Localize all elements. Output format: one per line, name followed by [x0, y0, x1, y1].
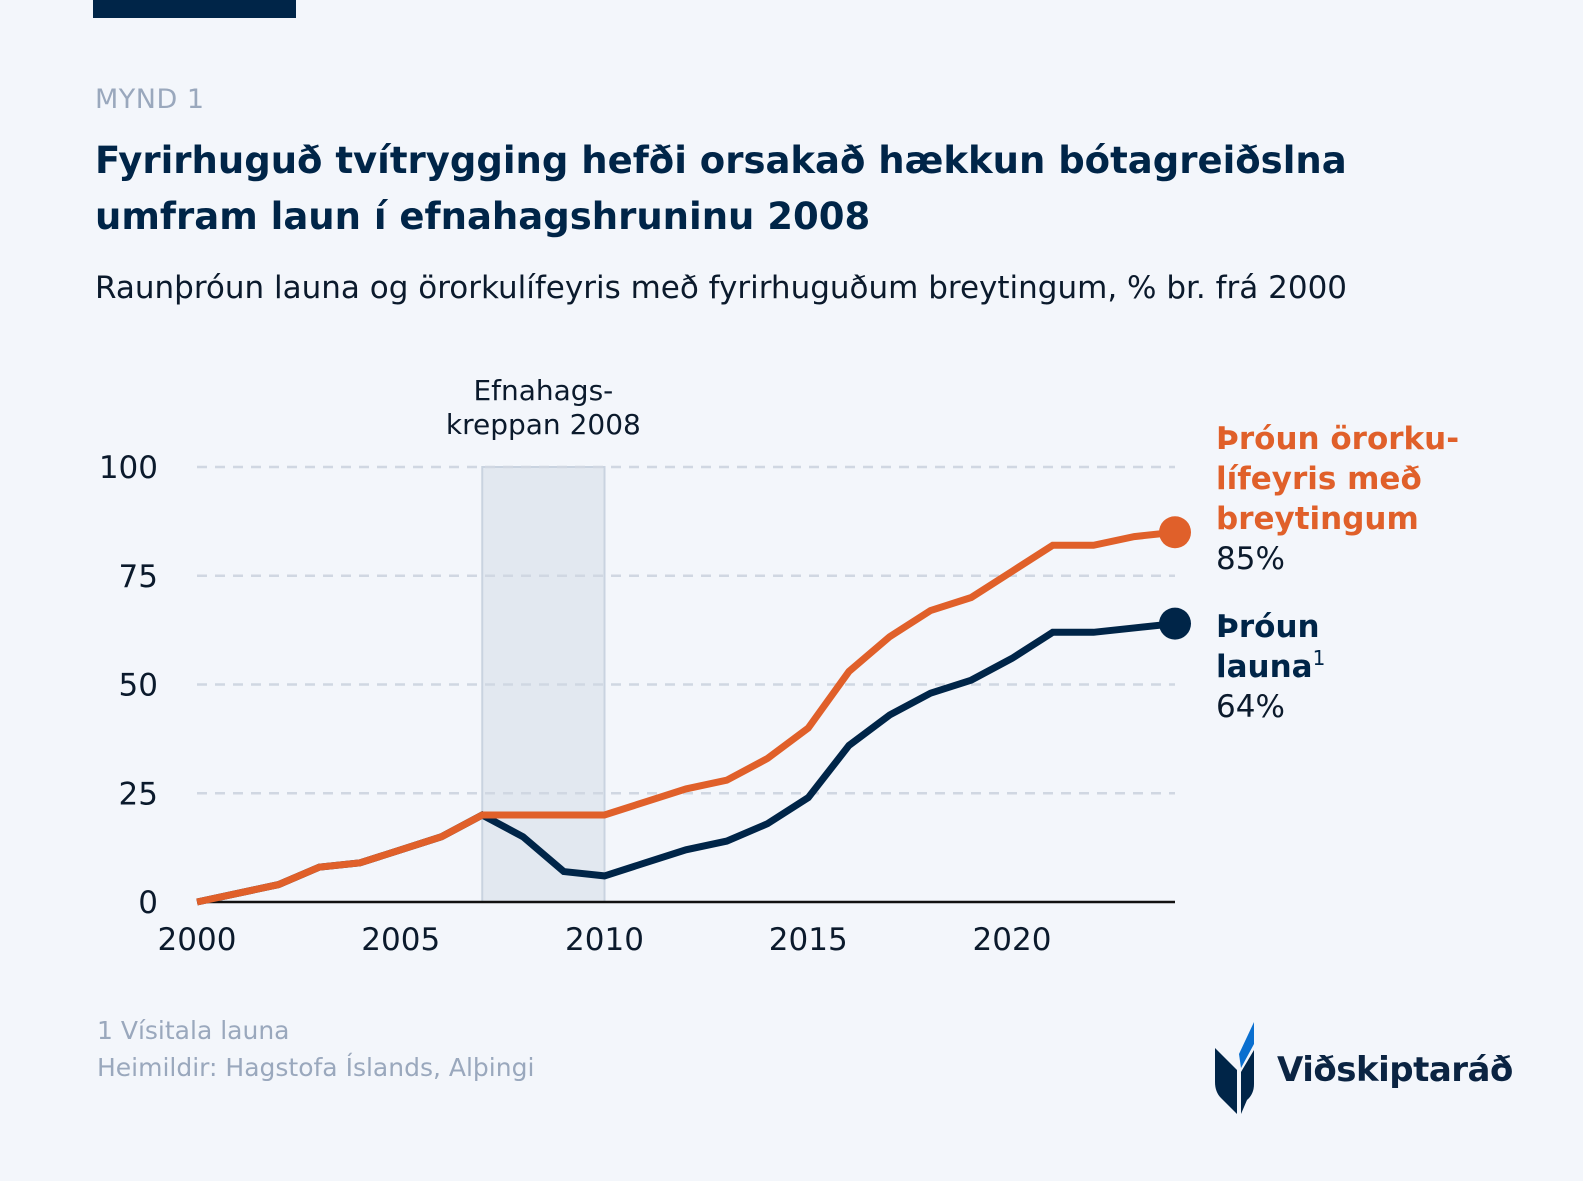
x-tick-label: 2000 [158, 922, 237, 958]
series-label: Þróun örorku- [1216, 421, 1459, 457]
series-label: breytingum [1216, 501, 1419, 537]
x-tick-label: 2005 [361, 922, 440, 958]
x-tick-label: 2015 [769, 922, 848, 958]
y-tick-label: 0 [138, 885, 158, 921]
top-accent-bar [93, 0, 296, 18]
footnote: 1 Vísitala launa [97, 1016, 290, 1045]
logo-icon [1215, 1022, 1254, 1114]
series-line [196, 528, 1176, 906]
logo-text: Viðskiptaráð [1277, 1050, 1513, 1090]
series-end-value: 85% [1216, 541, 1285, 577]
series-label: lífeyris með [1216, 461, 1422, 497]
series-label: Þróun [1216, 609, 1320, 645]
series-end-value: 64% [1216, 689, 1285, 725]
y-tick-label: 25 [119, 776, 158, 812]
annotation-label: Efnahags- [473, 374, 613, 407]
y-tick-label: 50 [119, 668, 158, 704]
series-end-marker [1159, 516, 1191, 549]
series-label: launa1 [1216, 646, 1325, 685]
annotation-label: kreppan 2008 [446, 408, 641, 441]
y-tick-label: 100 [99, 450, 158, 486]
source-note: Heimildir: Hagstofa Íslands, Alþingi [97, 1053, 535, 1082]
figure-label: MYND 1 [95, 84, 205, 115]
series-end-marker [1159, 607, 1191, 640]
chart-title: Fyrirhuguð tvítrygging hefði orsakað hæk… [95, 139, 1347, 238]
line-chart: Efnahags-kreppan 2008 0 25 50 75 100 2000 2005 2… [99, 374, 1459, 958]
chart-subtitle: Raunþróun launa og örorkulífeyris með fy… [95, 270, 1348, 306]
y-tick-label: 75 [119, 559, 158, 595]
x-tick-label: 2020 [973, 922, 1052, 958]
x-tick-label: 2010 [565, 922, 644, 958]
series-line [196, 620, 1176, 906]
